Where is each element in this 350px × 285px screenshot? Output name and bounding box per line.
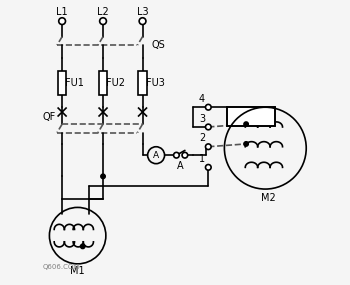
Text: L2: L2 [97,7,109,17]
Text: FU1: FU1 [65,78,84,87]
Text: 1: 1 [199,154,205,164]
FancyBboxPatch shape [99,70,107,95]
Text: 2: 2 [199,133,205,143]
Circle shape [100,18,106,25]
Circle shape [101,174,105,179]
Circle shape [205,144,211,150]
Circle shape [80,244,85,249]
FancyBboxPatch shape [227,107,275,126]
Text: 4: 4 [199,94,205,104]
Text: 3: 3 [199,113,205,123]
Circle shape [205,124,211,130]
Text: M1: M1 [70,266,85,276]
Circle shape [174,152,179,158]
Text: L1: L1 [56,7,68,17]
Text: QF: QF [43,112,56,122]
Text: A: A [153,151,159,160]
Circle shape [244,122,248,127]
Circle shape [205,104,211,110]
Circle shape [59,18,65,25]
Text: FU3: FU3 [146,78,165,87]
Circle shape [182,152,188,158]
FancyBboxPatch shape [58,70,66,95]
Text: A: A [177,161,183,171]
Circle shape [139,18,146,25]
Circle shape [205,164,211,170]
Text: M2: M2 [261,193,275,203]
Text: QS: QS [151,40,165,50]
Text: L3: L3 [137,7,148,17]
Text: Q606.COM: Q606.COM [42,264,79,270]
FancyBboxPatch shape [138,70,147,95]
Circle shape [244,142,248,146]
Text: FU2: FU2 [106,78,125,87]
